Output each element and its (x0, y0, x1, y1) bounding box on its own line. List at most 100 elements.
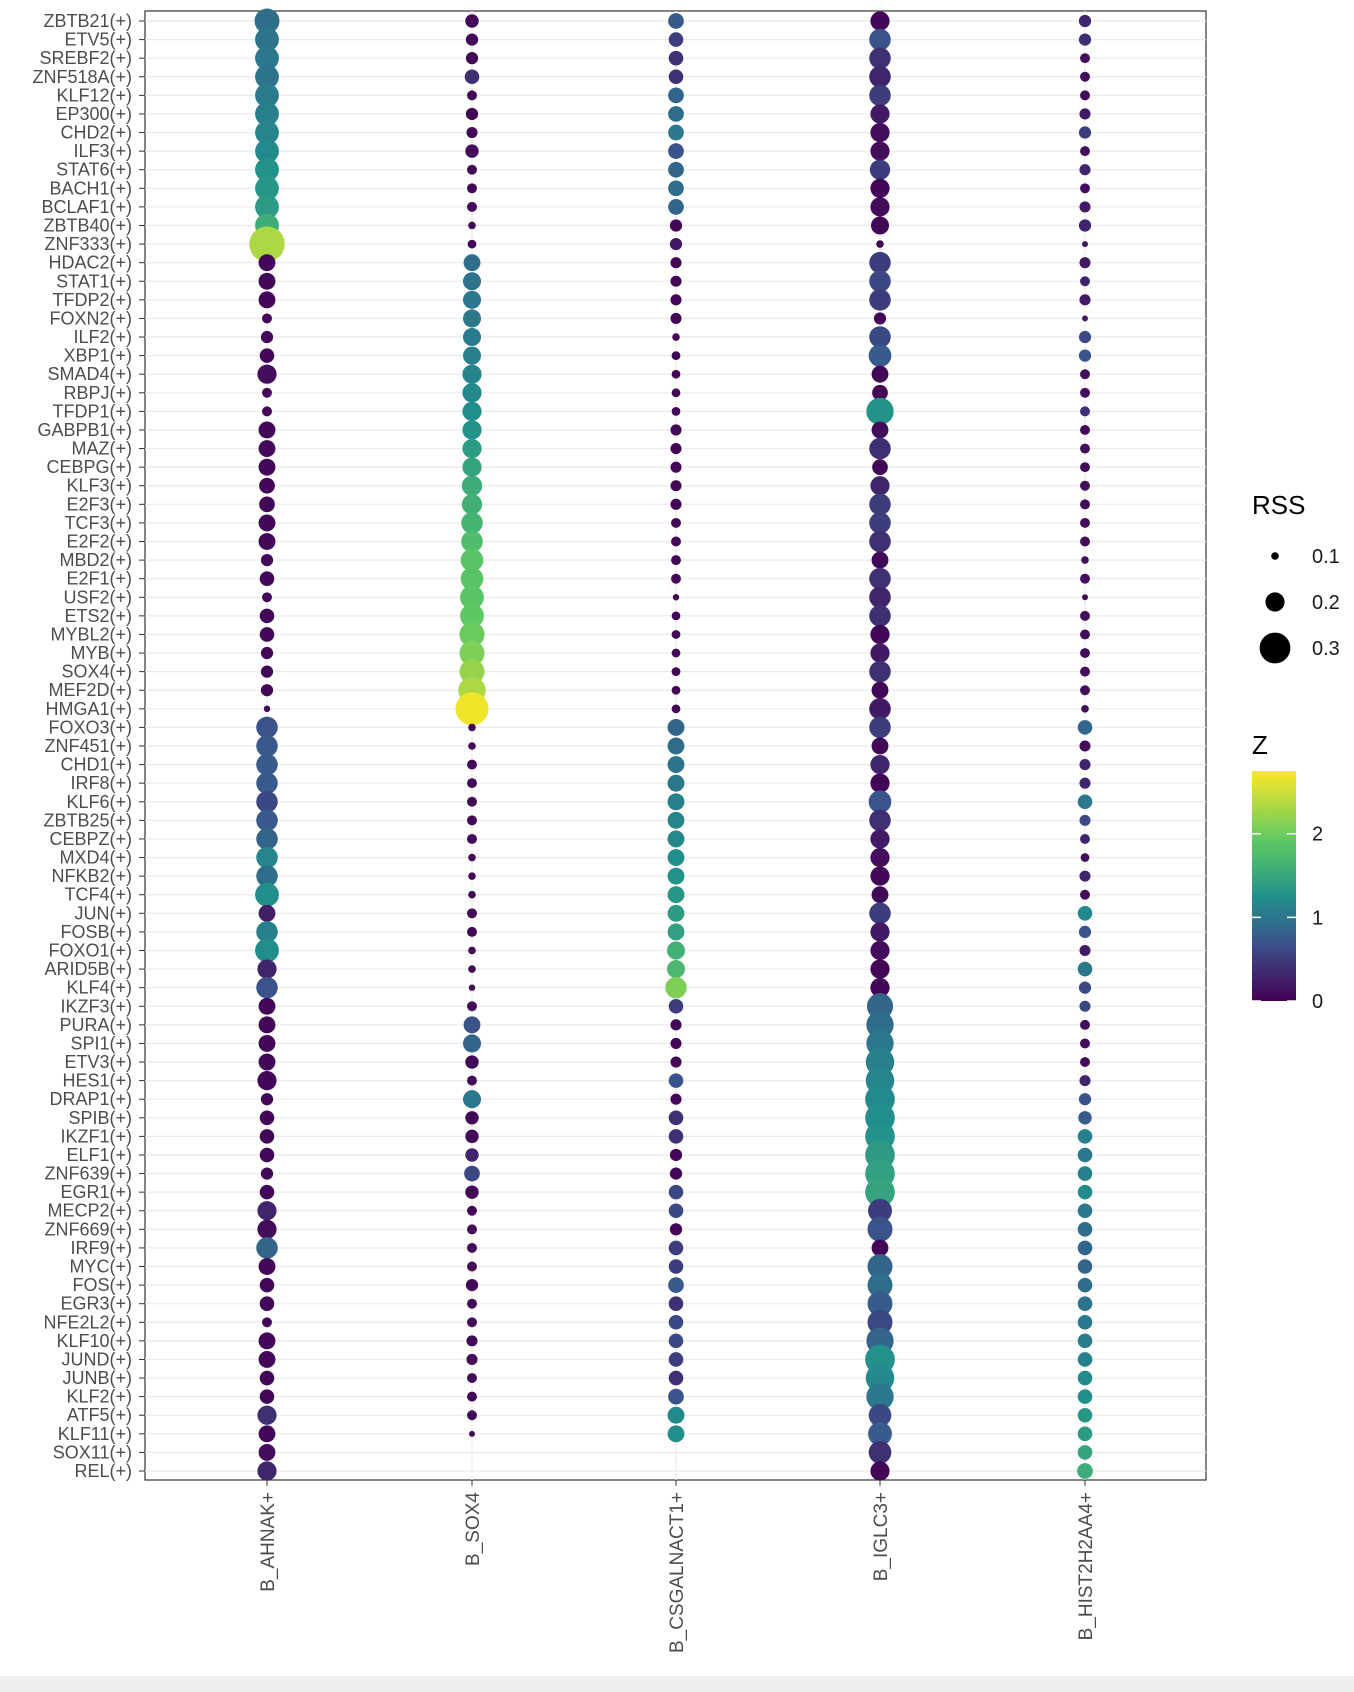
data-point (871, 737, 889, 755)
data-point (665, 976, 687, 999)
data-point (1077, 1370, 1093, 1386)
data-point (869, 159, 891, 180)
data-point (668, 106, 684, 122)
data-point (465, 1129, 479, 1144)
data-point (465, 1148, 479, 1162)
data-point (462, 383, 482, 403)
data-point (669, 237, 683, 251)
legend-z-colorbar (1252, 771, 1296, 1001)
data-point (667, 886, 685, 904)
data-point (256, 846, 278, 869)
data-point (869, 270, 891, 293)
data-point (460, 548, 484, 572)
y-tick-label: MYBL2(+) (50, 624, 132, 644)
data-point (1080, 53, 1090, 64)
y-tick-label: ZNF451(+) (44, 736, 132, 756)
data-point (467, 815, 477, 826)
data-point (258, 1034, 276, 1052)
data-point (1080, 183, 1090, 194)
data-point (667, 830, 685, 848)
data-point (467, 1391, 477, 1402)
data-point (671, 648, 681, 658)
data-point (467, 1410, 477, 1421)
data-point (256, 976, 278, 999)
data-point (258, 1425, 276, 1443)
data-point (469, 1430, 475, 1437)
data-point (671, 573, 681, 584)
data-point (255, 194, 279, 219)
y-tick-label: TFDP1(+) (52, 401, 132, 421)
data-point (667, 849, 685, 866)
data-point (668, 199, 684, 215)
y-tick-label: STAT6(+) (56, 160, 132, 180)
data-point (870, 122, 890, 143)
y-tick-label: JUND(+) (62, 1349, 133, 1369)
data-point (671, 536, 681, 547)
data-point (671, 388, 681, 398)
data-point (870, 773, 890, 793)
data-point (671, 611, 681, 621)
data-point (257, 959, 277, 979)
data-point (1080, 536, 1090, 547)
data-point (668, 1315, 684, 1330)
data-point (466, 1335, 478, 1347)
data-point (869, 902, 891, 925)
y-tick-label: JUNB(+) (62, 1368, 132, 1388)
data-point (468, 946, 476, 955)
data-point (869, 660, 891, 683)
legend-rss-label: 0.1 (1312, 546, 1340, 568)
data-point (467, 1242, 477, 1253)
data-point (258, 997, 276, 1015)
data-point (467, 1205, 477, 1216)
data-point (459, 621, 485, 647)
y-tick-label: MBD2(+) (59, 550, 132, 570)
y-tick-label: NFKB2(+) (51, 866, 132, 886)
y-tick-label: E2F2(+) (66, 532, 132, 552)
data-point (668, 124, 684, 141)
data-point (459, 659, 485, 685)
data-point (256, 809, 278, 832)
data-point (1079, 108, 1091, 120)
data-point (668, 1296, 684, 1311)
y-tick-label: HES1(+) (62, 1071, 132, 1091)
data-point (1078, 1111, 1092, 1125)
data-point (1078, 349, 1092, 362)
data-point (1079, 759, 1091, 771)
data-point (668, 1259, 684, 1274)
data-point (869, 493, 891, 516)
data-point (257, 364, 277, 384)
y-tick-label: TFDP2(+) (52, 290, 132, 310)
y-tick-label: STAT1(+) (56, 271, 132, 291)
data-point (455, 692, 489, 726)
data-point (257, 1461, 277, 1481)
y-tick-label: ETS2(+) (64, 606, 132, 626)
data-point (871, 421, 889, 439)
data-point (467, 1373, 477, 1384)
data-point (668, 180, 684, 197)
y-tick-label: KLF10(+) (56, 1331, 132, 1351)
y-tick-label: SPI1(+) (70, 1033, 132, 1053)
data-point (668, 1110, 684, 1126)
data-point (667, 904, 685, 922)
data-point (1077, 1277, 1093, 1293)
data-point (667, 793, 685, 811)
y-tick-label: MYC(+) (70, 1257, 133, 1277)
y-tick-label: EGR3(+) (60, 1294, 132, 1314)
data-point (670, 443, 682, 455)
y-tick-label: MXD4(+) (59, 848, 132, 868)
y-tick-label: KLF2(+) (66, 1387, 132, 1407)
data-point (1077, 906, 1093, 921)
data-point (258, 1016, 276, 1034)
data-point (258, 272, 276, 290)
data-point (464, 69, 480, 85)
data-point (668, 1333, 684, 1349)
data-point (460, 603, 484, 628)
data-point (870, 866, 890, 886)
data-point (670, 498, 682, 510)
data-points (249, 8, 1093, 1481)
data-point (869, 716, 891, 739)
y-tick-label: MYB(+) (70, 643, 132, 663)
legend-z-label: 2 (1312, 824, 1323, 846)
data-point (1077, 1203, 1093, 1219)
data-point (462, 1090, 482, 1109)
